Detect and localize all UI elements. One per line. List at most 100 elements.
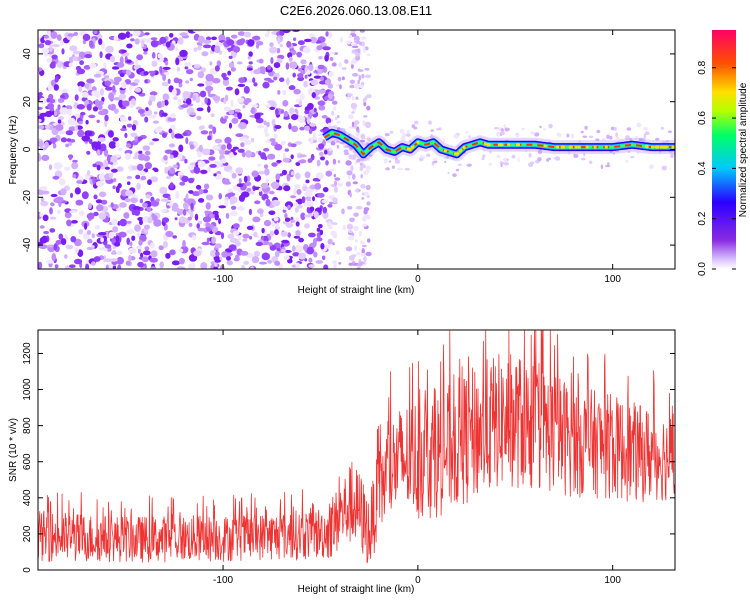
noise-speck: [200, 262, 208, 269]
noise-speck: [253, 250, 260, 257]
noise-speck: [58, 115, 65, 121]
noise-speck: [363, 170, 369, 176]
noise-speck: [108, 92, 114, 101]
noise-speck: [309, 123, 317, 127]
noise-speck: [295, 244, 304, 253]
noise-speck: [324, 54, 329, 62]
noise-speck: [258, 66, 266, 74]
noise-speck: [98, 173, 107, 181]
noise-speck: [230, 99, 234, 108]
noise-speck: [228, 62, 235, 69]
noise-speck: [245, 150, 252, 158]
noise-speck: [96, 149, 101, 156]
noise-speck: [333, 262, 337, 269]
noise-speck: [207, 87, 211, 96]
noise-speck: [96, 164, 101, 171]
noise-speck: [301, 65, 306, 69]
noise-speck: [293, 88, 301, 95]
noise-speck: [98, 38, 103, 45]
noise-speck: [333, 173, 336, 178]
noise-speck: [91, 261, 96, 266]
noise-speck: [328, 226, 334, 230]
noise-speck: [177, 171, 184, 176]
noise-speck: [75, 199, 84, 206]
noise-speck: [65, 130, 74, 136]
noise-speck: [216, 60, 222, 67]
noise-speck: [50, 202, 55, 207]
noise-speck: [169, 113, 176, 119]
noise-speck: [180, 104, 189, 108]
noise-speck: [76, 180, 83, 184]
noise-speck: [304, 258, 308, 262]
noise-speck: [51, 253, 57, 261]
snr-x-ticks: -100 0 100: [213, 330, 621, 586]
noise-speck: [327, 203, 333, 208]
noise-speck: [178, 248, 184, 253]
noise-speck: [110, 165, 114, 170]
noise-speck: [93, 30, 98, 34]
noise-speck: [225, 86, 233, 91]
noise-speck: [46, 57, 53, 63]
noise-speck: [289, 61, 298, 69]
noise-speck: [358, 74, 362, 81]
noise-speck: [250, 266, 254, 269]
noise-speck: [322, 46, 331, 51]
noise-speck: [321, 199, 329, 204]
noise-speck: [74, 258, 83, 265]
noise-speck: [348, 262, 354, 266]
noise-speck: [119, 56, 124, 64]
noise-speck: [312, 132, 317, 139]
noise-speck: [142, 145, 151, 151]
noise-speck: [221, 158, 227, 164]
noise-speck: [92, 163, 97, 168]
noise-speck: [363, 101, 367, 107]
noise-speck: [39, 97, 47, 105]
noise-speck: [212, 145, 220, 151]
noise-speck: [282, 100, 289, 107]
noise-speck: [164, 149, 173, 154]
noise-speck: [56, 60, 63, 68]
noise-speck: [88, 138, 93, 145]
noise-speck: [199, 90, 207, 98]
noise-speck: [274, 125, 282, 129]
noise-speck: [182, 209, 187, 216]
noise-speck: [69, 210, 77, 214]
noise-speck: [313, 211, 319, 219]
noise-speck: [313, 75, 322, 79]
noise-speck: [357, 79, 360, 85]
noise-speck: [348, 235, 355, 241]
noise-speck: [317, 89, 326, 94]
x-tick-label: -100: [213, 575, 233, 586]
noise-speck: [103, 247, 108, 251]
noise-speck: [131, 98, 136, 105]
colorbar-tick-label: 0.8: [697, 60, 708, 74]
noise-speck: [74, 187, 81, 195]
noise-speck: [171, 131, 175, 139]
noise-speck: [131, 235, 136, 241]
noise-speck: [148, 70, 156, 74]
noise-speck: [385, 167, 390, 171]
noise-speck: [126, 229, 135, 234]
noise-speck: [295, 172, 301, 180]
noise-speck: [363, 207, 370, 212]
noise-speck: [137, 247, 141, 254]
noise-speck: [384, 133, 390, 137]
noise-speck: [196, 223, 200, 229]
noise-speck: [64, 211, 72, 219]
noise-speck: [279, 77, 285, 82]
noise-speck: [128, 254, 132, 262]
noise-speck: [290, 143, 297, 148]
noise-speck: [284, 250, 292, 253]
y-tick-label: 600: [22, 453, 33, 470]
noise-speck: [306, 246, 314, 255]
noise-speck: [430, 129, 434, 132]
noise-speck: [305, 179, 310, 184]
noise-speck: [134, 224, 141, 232]
noise-speck: [345, 160, 352, 166]
noise-speck: [488, 162, 493, 166]
noise-speck: [113, 178, 117, 183]
noise-speck: [263, 164, 269, 169]
noise-speck: [286, 40, 292, 48]
noise-speck: [257, 67, 261, 75]
noise-speck: [171, 202, 179, 211]
